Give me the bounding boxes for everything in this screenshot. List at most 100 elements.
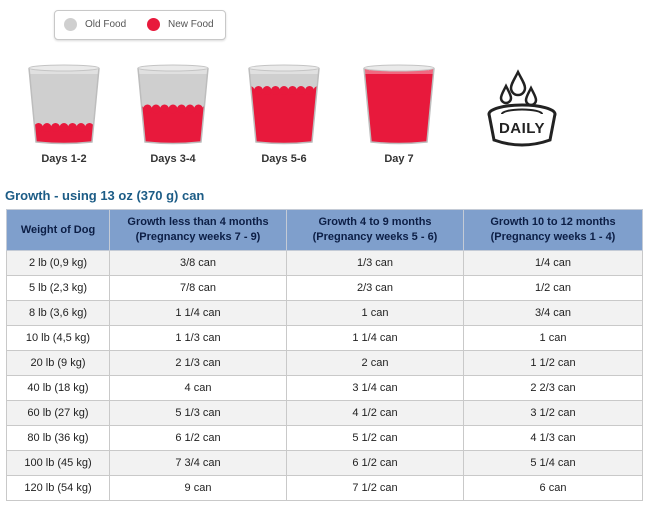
amount-cell: 5 1/4 can xyxy=(463,450,643,476)
weight-cell: 10 lb (4,5 kg) xyxy=(6,325,110,351)
amount-cell: 2 1/3 can xyxy=(109,350,287,376)
table-row: 10 lb (4,5 kg) 1 1/3 can 1 1/4 can 1 can xyxy=(6,325,643,351)
kibble-bump xyxy=(177,104,186,114)
amount-cell: 2/3 can xyxy=(286,275,464,301)
legend-label-new: New Food xyxy=(168,19,214,30)
weight-cell: 8 lb (3,6 kg) xyxy=(6,300,110,326)
amount-cell: 1 can xyxy=(286,300,464,326)
amount-cell: 3/4 can xyxy=(463,300,643,326)
table-body: 2 lb (0,9 kg) 3/8 can 1/3 can 1/4 can 5 lb (… xyxy=(6,250,643,501)
glass-label: Days 3-4 xyxy=(150,153,196,165)
glass-rim xyxy=(248,64,320,72)
kibble-bump xyxy=(29,123,35,132)
kibble-bump xyxy=(279,86,289,95)
table-row: 2 lb (0,9 kg) 3/8 can 1/3 can 1/4 can xyxy=(6,250,643,276)
amount-cell: 1/4 can xyxy=(463,250,643,276)
glass-rim xyxy=(28,64,100,72)
glass-days-5-6-icon xyxy=(246,60,322,146)
section-title: Growth - using 13 oz (370 g) can xyxy=(5,188,205,203)
glass-rim xyxy=(137,64,209,72)
glass-days-1-2-icon xyxy=(26,60,102,146)
weight-cell: 5 lb (2,3 kg) xyxy=(6,275,110,301)
feeding-table: Weight of Dog Growth less than 4 months (… xyxy=(6,209,643,501)
amount-cell: 2 can xyxy=(286,350,464,376)
header-growth-10-12: Growth 10 to 12 months (Pregnancy weeks 1… xyxy=(463,209,643,251)
new-food-swatch-icon xyxy=(147,18,160,31)
weight-cell: 120 lb (54 kg) xyxy=(6,475,110,501)
table-row: 8 lb (3,6 kg) 1 1/4 can 1 can 3/4 can xyxy=(6,300,643,326)
glass-outline xyxy=(363,67,435,145)
kibble-bump xyxy=(143,104,152,114)
glass-rim xyxy=(363,64,435,72)
header-subline: (Pregnancy weeks 5 - 6) xyxy=(312,231,438,243)
kibble-bump xyxy=(305,86,314,95)
daily-bowl: DAILY xyxy=(482,68,562,152)
header-subline: (Pregnancy weeks 1 - 4) xyxy=(490,231,616,243)
glass-days-3-4-icon xyxy=(135,60,211,146)
amount-cell: 2 2/3 can xyxy=(463,375,643,401)
weight-cell: 80 lb (36 kg) xyxy=(6,425,110,451)
kibble-bump xyxy=(51,123,60,132)
kibble-bump xyxy=(262,86,272,95)
kibble-bump xyxy=(68,123,77,132)
header-growth-4-9: Growth 4 to 9 months (Pregnancy weeks 5 -… xyxy=(286,209,464,251)
amount-cell: 1 can xyxy=(463,325,643,351)
kibble-bump xyxy=(34,123,43,132)
kibble-bump xyxy=(93,123,99,132)
header-line: Growth less than 4 months xyxy=(127,216,269,228)
kibble-bump xyxy=(76,123,86,132)
weight-cell: 40 lb (18 kg) xyxy=(6,375,110,401)
amount-cell: 3/8 can xyxy=(109,250,287,276)
glass-label: Days 1-2 xyxy=(41,153,87,165)
legend-label-old: Old Food xyxy=(85,19,127,30)
amount-cell: 5 1/3 can xyxy=(109,400,287,426)
legend: Old Food New Food xyxy=(54,10,226,40)
weight-cell: 20 lb (9 kg) xyxy=(6,350,110,376)
kibble-bump xyxy=(85,123,94,132)
amount-cell: 4 can xyxy=(109,375,287,401)
new-food-fill xyxy=(249,89,319,144)
amount-cell: 4 1/2 can xyxy=(286,400,464,426)
water-bowl-icon xyxy=(487,69,557,147)
amount-cell: 9 can xyxy=(109,475,287,501)
header-weight: Weight of Dog xyxy=(6,209,110,251)
kibble-bump xyxy=(42,123,52,132)
kibble-bump xyxy=(168,104,178,114)
kibble-bump xyxy=(185,104,195,114)
kibble-bump xyxy=(254,86,263,95)
glass-outline xyxy=(137,67,209,145)
weight-cell: 60 lb (27 kg) xyxy=(6,400,110,426)
table-row: 80 lb (36 kg) 6 1/2 can 5 1/2 can 4 1/3 can xyxy=(6,425,643,451)
weight-cell: 2 lb (0,9 kg) xyxy=(6,250,110,276)
amount-cell: 6 can xyxy=(463,475,643,501)
new-food-fill xyxy=(364,71,434,144)
table-row: 40 lb (18 kg) 4 can 3 1/4 can 2 2/3 can xyxy=(6,375,643,401)
amount-cell: 4 1/3 can xyxy=(463,425,643,451)
kibble-bump xyxy=(194,104,203,114)
table-row: 60 lb (27 kg) 5 1/3 can 4 1/2 can 3 1/2 can xyxy=(6,400,643,426)
amount-cell: 1/3 can xyxy=(286,250,464,276)
amount-cell: 1/2 can xyxy=(463,275,643,301)
table-row: 120 lb (54 kg) 9 can 7 1/2 can 6 can xyxy=(6,475,643,501)
table-header-row: Weight of Dog Growth less than 4 months (… xyxy=(6,209,643,251)
kibble-bump xyxy=(59,123,69,132)
old-food-swatch-icon xyxy=(64,18,77,31)
glass-label: Days 5-6 xyxy=(261,153,307,165)
header-subline: (Pregnancy weeks 7 - 9) xyxy=(135,231,261,243)
amount-cell: 5 1/2 can xyxy=(286,425,464,451)
header-growth-under-4: Growth less than 4 months (Pregnancy week… xyxy=(109,209,287,251)
table-row: 5 lb (2,3 kg) 7/8 can 2/3 can 1/2 can xyxy=(6,275,643,301)
glass-outline xyxy=(28,67,100,145)
glass-label: Day 7 xyxy=(384,153,414,165)
header-line: Growth 10 to 12 months xyxy=(490,216,616,228)
table-row: 20 lb (9 kg) 2 1/3 can 2 can 1 1/2 can xyxy=(6,350,643,376)
amount-cell: 6 1/2 can xyxy=(109,425,287,451)
amount-cell: 7 1/2 can xyxy=(286,475,464,501)
header-line: Growth 4 to 9 months xyxy=(318,216,432,228)
amount-cell: 6 1/2 can xyxy=(286,450,464,476)
table-row: 100 lb (45 kg) 7 3/4 can 6 1/2 can 5 1/4 ca… xyxy=(6,450,643,476)
amount-cell: 3 1/2 can xyxy=(463,400,643,426)
kibble-bump xyxy=(296,86,306,95)
kibble-bump xyxy=(271,86,280,95)
amount-cell: 3 1/4 can xyxy=(286,375,464,401)
